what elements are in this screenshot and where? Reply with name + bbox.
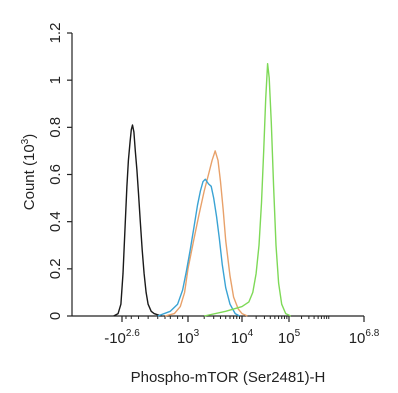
histogram-curve-3 (157, 178, 240, 317)
x-axis-title: Phospho-mTOR (Ser2481)-H (131, 369, 326, 386)
x-tick-label: 104 (231, 328, 254, 347)
y-tick-label: 0.6 (47, 164, 64, 185)
histogram-curve-4 (204, 63, 292, 317)
histogram-curve-2 (164, 150, 248, 317)
y-tick-label: 1.2 (47, 23, 64, 44)
y-tick-label: 0 (47, 312, 64, 320)
x-tick-label: 103 (177, 328, 200, 347)
y-axis-title: Count (103) (20, 134, 38, 210)
y-tick-label: 0.8 (47, 117, 64, 138)
tick-labels: 0 0.2 0.4 0.6 0.8 1 1.2 -102.6 103 104 105 106.8 (47, 23, 380, 347)
x-tick-label: 106.8 (349, 328, 380, 347)
x-tick-label: -102.6 (104, 328, 140, 347)
axes (67, 32, 365, 322)
x-tick-label: 105 (278, 328, 301, 347)
y-tick-label: 0.4 (47, 211, 64, 232)
y-tick-label: 1 (47, 76, 64, 84)
histogram-curves (113, 63, 292, 317)
histogram-curve-1 (113, 124, 162, 317)
y-tick-label: 0.2 (47, 258, 64, 279)
